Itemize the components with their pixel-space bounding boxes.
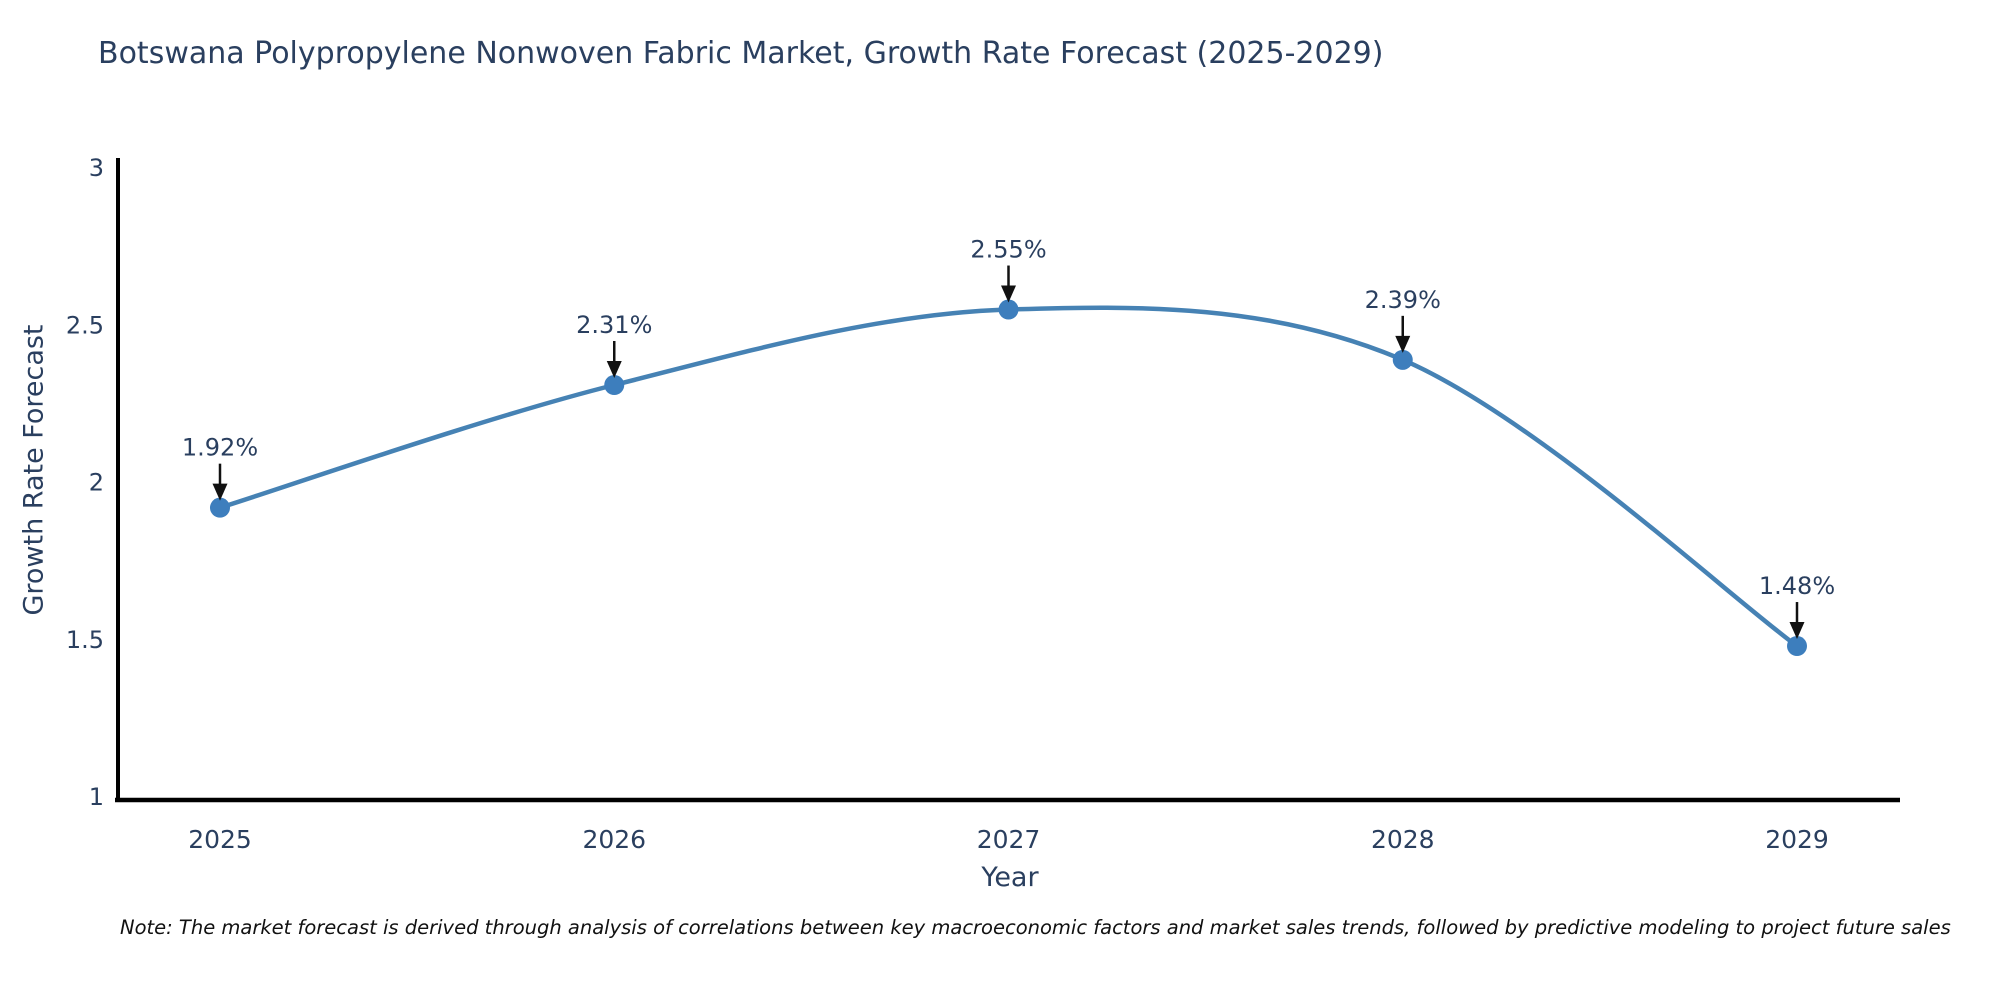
data-point-marker — [998, 299, 1019, 320]
data-point-label: 2.31% — [576, 311, 652, 339]
data-point-marker — [210, 497, 230, 518]
chart-title: Botswana Polypropylene Nonwoven Fabric M… — [98, 36, 1384, 71]
data-point-label: 2.39% — [1365, 286, 1441, 314]
x-tick-label: 2029 — [1765, 825, 1829, 854]
footnote: Note: The market forecast is derived thr… — [120, 916, 1951, 939]
data-point-marker — [1787, 636, 1807, 657]
annotation-arrow-icon — [1001, 285, 1016, 303]
data-point-label: 1.92% — [182, 434, 258, 462]
y-tick-label: 1 — [89, 783, 104, 811]
data-point-marker — [1392, 349, 1413, 370]
annotation-arrow-icon — [1395, 335, 1411, 353]
annotation-arrow-icon — [1789, 622, 1805, 640]
x-tick-label: 2025 — [188, 825, 252, 854]
annotation-arrow-icon — [606, 361, 622, 379]
x-axis-title: Year — [981, 862, 1039, 893]
x-tick-label: 2028 — [1371, 825, 1435, 854]
series-line — [217, 305, 1800, 649]
data-point-marker — [604, 375, 625, 396]
y-tick-label: 1.5 — [66, 626, 104, 654]
data-point-label: 2.55% — [970, 236, 1046, 264]
annotation-arrow-icon — [212, 483, 228, 501]
y-tick-label: 2.5 — [66, 311, 104, 339]
x-tick-label: 2026 — [582, 825, 646, 854]
y-tick-label: 2 — [89, 469, 104, 497]
y-tick-label: 3 — [89, 154, 104, 182]
x-tick-label: 2027 — [977, 825, 1041, 854]
data-point-label: 1.48% — [1759, 572, 1835, 600]
